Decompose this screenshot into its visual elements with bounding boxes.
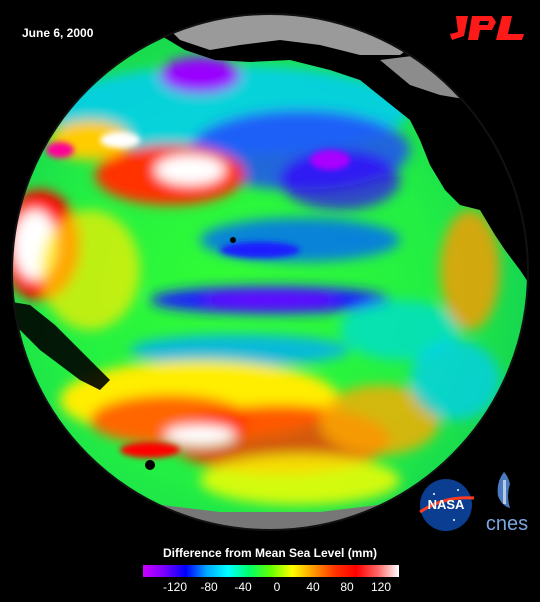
scale-tick: -80 xyxy=(200,580,218,594)
color-scale-bar xyxy=(143,565,399,577)
scale-ticks: -120 -80 -40 0 40 80 120 xyxy=(0,580,540,596)
scale-tick: -40 xyxy=(234,580,252,594)
jpl-logo xyxy=(450,16,524,40)
scale-tick: 80 xyxy=(340,580,354,594)
scale-title: Difference from Mean Sea Level (mm) xyxy=(162,546,378,560)
scale-tick: 40 xyxy=(306,580,320,594)
cnes-logo: cnes xyxy=(486,472,528,535)
anomaly-field xyxy=(12,57,500,505)
sea-level-globe xyxy=(11,13,529,531)
scale-tick: 120 xyxy=(370,580,392,594)
scale-tick: -120 xyxy=(162,580,188,594)
svg-text:NASA: NASA xyxy=(428,497,465,512)
nasa-logo: NASA xyxy=(419,479,475,531)
date-label: June 6, 2000 xyxy=(22,26,94,40)
svg-text:cnes: cnes xyxy=(486,513,528,535)
scale-tick: 0 xyxy=(273,580,281,594)
